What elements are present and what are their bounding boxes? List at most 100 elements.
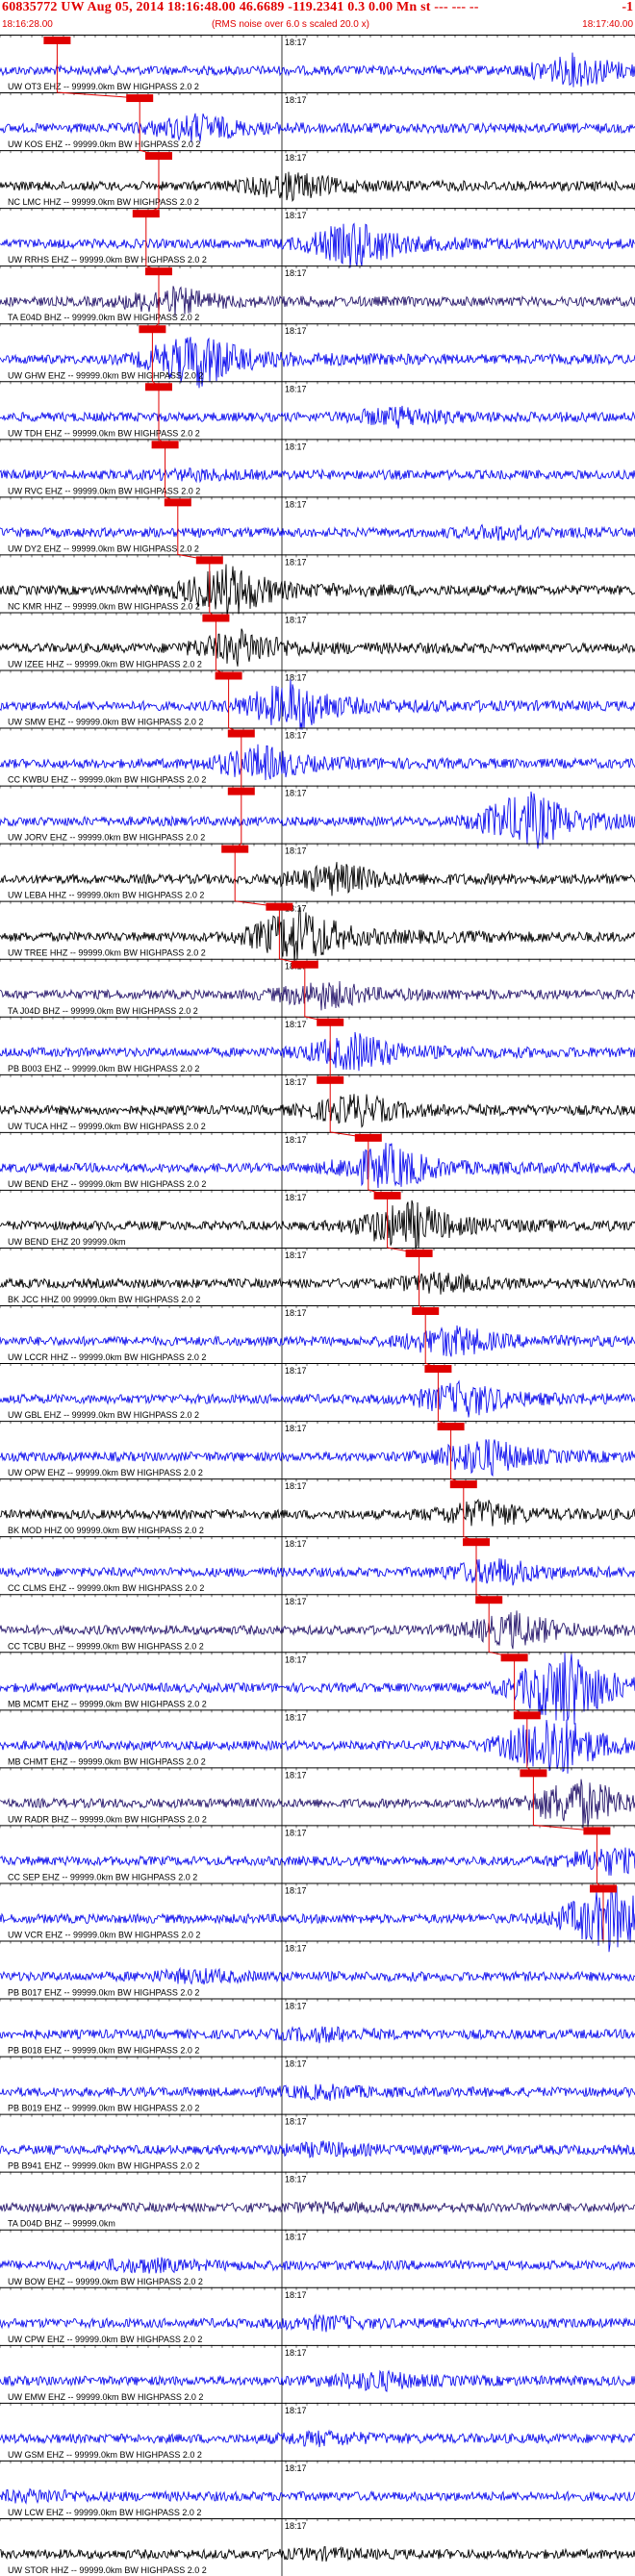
station-label: TA D04D BHZ -- 99999.0km	[8, 2219, 115, 2229]
waveform-trace	[0, 980, 635, 1011]
minute-tick-label: 18:17	[285, 1770, 307, 1780]
waveform-trace	[0, 564, 635, 617]
minute-tick-label: 18:17	[285, 557, 307, 567]
waveform-trace	[0, 628, 635, 667]
station-label: UW STOR HHZ -- 99999.0km BW HIGHPASS 2.0…	[8, 2565, 207, 2575]
minute-tick-label: 18:17	[285, 1597, 307, 1606]
station-label: CC TCBU BHZ -- 99999.0km BW HIGHPASS 2.0…	[8, 1641, 204, 1651]
minute-tick-label: 18:17	[285, 2521, 307, 2531]
trace-row: 18:17 UW GSM EHZ -- 99999.0km BW HIGHPASS…	[0, 2402, 635, 2460]
waveform-trace	[0, 1439, 635, 1477]
trace-row: 18:17 PB B018 EHZ -- 99999.0km BW HIGHPAS…	[0, 1998, 635, 2056]
minute-tick-label: 18:17	[285, 442, 307, 451]
trace-row: 18:17 PB B019 EHZ -- 99999.0km BW HIGHPAS…	[0, 2056, 635, 2113]
station-label: UW SMW EHZ -- 99999.0km BW HIGHPASS 2.0 …	[8, 718, 203, 727]
minute-tick-label: 18:17	[285, 1135, 307, 1145]
minute-tick-label: 18:17	[285, 2175, 307, 2185]
record-header: 60835772 UW Aug 05, 2014 18:16:48.00 46.…	[0, 0, 635, 35]
minute-tick-label: 18:17	[285, 615, 307, 624]
waveform-trace	[0, 679, 635, 730]
minute-tick-label: 18:17	[285, 2233, 307, 2242]
minute-tick-label: 18:17	[285, 1885, 307, 1895]
trace-row: 18:17 UW EMW EHZ -- 99999.0km BW HIGHPASS…	[0, 2344, 635, 2402]
trace-row: 18:17 UW LCW EHZ -- 99999.0km BW HIGHPASS…	[0, 2460, 635, 2517]
waveform-trace	[0, 2200, 635, 2214]
minute-tick-label: 18:17	[285, 1424, 307, 1433]
trace-row: 18:17 UW TUCA HHZ -- 99999.0km BW HIGHPAS…	[0, 1073, 635, 1131]
minute-tick-label: 18:17	[285, 904, 307, 914]
minute-tick-label: 18:17	[285, 2059, 307, 2069]
waveform-trace	[0, 744, 635, 781]
trace-row: 18:17 UW DY2 EHZ -- 99999.0km BW HIGHPASS…	[0, 496, 635, 553]
trace-row: 18:17 NC LMC HHZ -- 99999.0km BW HIGHPASS…	[0, 150, 635, 207]
waveform-trace	[0, 1719, 635, 1774]
trace-row: 18:17 UW OPW EHZ -- 99999.0km BW HIGHPASS…	[0, 1421, 635, 1477]
station-label: UW BEND EHZ 20 99999.0km	[8, 1237, 126, 1247]
waveform-trace	[0, 405, 635, 429]
station-label: CC SEP EHZ -- 99999.0km BW HIGHPASS 2.0 …	[8, 1872, 197, 1881]
minute-tick-label: 18:17	[285, 2406, 307, 2415]
trace-row: 18:17 UW RVC EHZ -- 99999.0km BW HIGHPASS…	[0, 439, 635, 495]
minute-tick-label: 18:17	[285, 326, 307, 336]
station-label: TA E04D BHZ -- 99999.0km BW HIGHPASS 2.0…	[8, 313, 199, 322]
minute-tick-label: 18:17	[285, 1481, 307, 1491]
waveform-trace	[0, 2488, 635, 2505]
trace-row: 18:17 UW TDH EHZ -- 99999.0km BW HIGHPASS…	[0, 381, 635, 438]
minute-tick-label: 18:17	[285, 731, 307, 741]
trace-row: 18:17 BK JCC HHZ 00 99999.0km BW HIGHPASS…	[0, 1247, 635, 1304]
station-label: UW VCR EHZ -- 99999.0km BW HIGHPASS 2.0 …	[8, 1931, 200, 1940]
waveform-trace	[0, 791, 635, 849]
waveform-trace	[0, 2084, 635, 2101]
trace-row: 18:17 NC KMR HHZ -- 99999.0km BW HIGHPASS…	[0, 554, 635, 617]
trace-row: 18:17 PB B941 EHZ -- 99999.0km BW HIGHPAS…	[0, 2113, 635, 2171]
waveform-trace	[0, 1094, 635, 1128]
title-suffix: -1	[622, 0, 633, 14]
waveform-trace	[0, 2257, 635, 2274]
waveform-trace	[0, 286, 635, 316]
station-label: MB CHMT EHZ -- 99999.0km BW HIGHPASS 2.0…	[8, 1756, 206, 1766]
station-label: PB B018 EHZ -- 99999.0km BW HIGHPASS 2.0…	[8, 2046, 199, 2056]
seismogram-chart: 18:17 UW OT3 EHZ -- 99999.0km BW HIGHPASS…	[0, 35, 635, 2576]
minute-tick-label: 18:17	[285, 1539, 307, 1549]
station-label: CC CLMS EHZ -- 99999.0km BW HIGHPASS 2.0…	[8, 1583, 204, 1593]
minute-tick-label: 18:17	[285, 499, 307, 509]
trace-row: 18:17 UW GBL EHZ -- 99999.0km BW HIGHPASS…	[0, 1363, 635, 1420]
minute-tick-label: 18:17	[285, 673, 307, 683]
station-label: UW EMW EHZ -- 99999.0km BW HIGHPASS 2.0 …	[8, 2392, 203, 2402]
trace-row: 18:17 UW KOS EHZ -- 99999.0km BW HIGHPASS…	[0, 92, 635, 149]
station-label: UW LCW EHZ -- 99999.0km BW HIGHPASS 2.0 …	[8, 2508, 201, 2517]
waveform-trace	[0, 1143, 635, 1189]
trace-row: 18:17 MB CHMT EHZ -- 99999.0km BW HIGHPAS…	[0, 1709, 635, 1774]
waveform-trace	[0, 1031, 635, 1072]
waveform-trace	[0, 113, 635, 142]
station-label: UW OT3 EHZ -- 99999.0km BW HIGHPASS 2.0 …	[8, 82, 199, 91]
station-label: UW TREE HHZ -- 99999.0km BW HIGHPASS 2.0…	[8, 948, 206, 958]
trace-row: 18:17 UW LEBA HHZ -- 99999.0km BW HIGHPAS…	[0, 843, 635, 900]
trace-row: 18:17 UW TREE HHZ -- 99999.0km BW HIGHPAS…	[0, 900, 635, 964]
minute-tick-label: 18:17	[285, 2117, 307, 2127]
station-label: CC KWBU EHZ -- 99999.0km BW HIGHPASS 2.0…	[8, 775, 206, 785]
station-label: UW GBL EHZ -- 99999.0km BW HIGHPASS 2.0 …	[8, 1410, 199, 1420]
waveform-trace	[0, 2545, 635, 2563]
waveform-trace	[0, 1558, 635, 1586]
station-label: UW BEND EHZ -- 99999.0km BW HIGHPASS 2.0…	[8, 1179, 206, 1189]
waveform-trace	[0, 1653, 635, 1725]
waveform-trace	[0, 1885, 635, 1953]
trace-row: 18:17 UW LCCR HHZ -- 99999.0km BW HIGHPAS…	[0, 1305, 635, 1362]
waveform-trace	[0, 862, 635, 897]
minute-tick-label: 18:17	[285, 1654, 307, 1664]
waveform-trace	[0, 1779, 635, 1829]
minute-tick-label: 18:17	[285, 1944, 307, 1954]
waveform-trace	[0, 1847, 635, 1876]
minute-tick-label: 18:17	[285, 2348, 307, 2358]
station-label: UW JORV EHZ -- 99999.0km BW HIGHPASS 2.0…	[8, 833, 205, 843]
waveform-trace	[0, 1379, 635, 1418]
station-label: BK JCC HHZ 00 99999.0km BW HIGHPASS 2.0 …	[8, 1295, 200, 1304]
minute-tick-label: 18:17	[285, 1828, 307, 1837]
minute-tick-label: 18:17	[285, 95, 307, 105]
trace-row: 18:17 UW JORV EHZ -- 99999.0km BW HIGHPAS…	[0, 785, 635, 849]
station-label: UW RRHS EHZ -- 99999.0km BW HIGHPASS 2.0…	[8, 255, 207, 265]
waveform-trace	[0, 1498, 635, 1527]
waveform-trace	[0, 1325, 635, 1357]
